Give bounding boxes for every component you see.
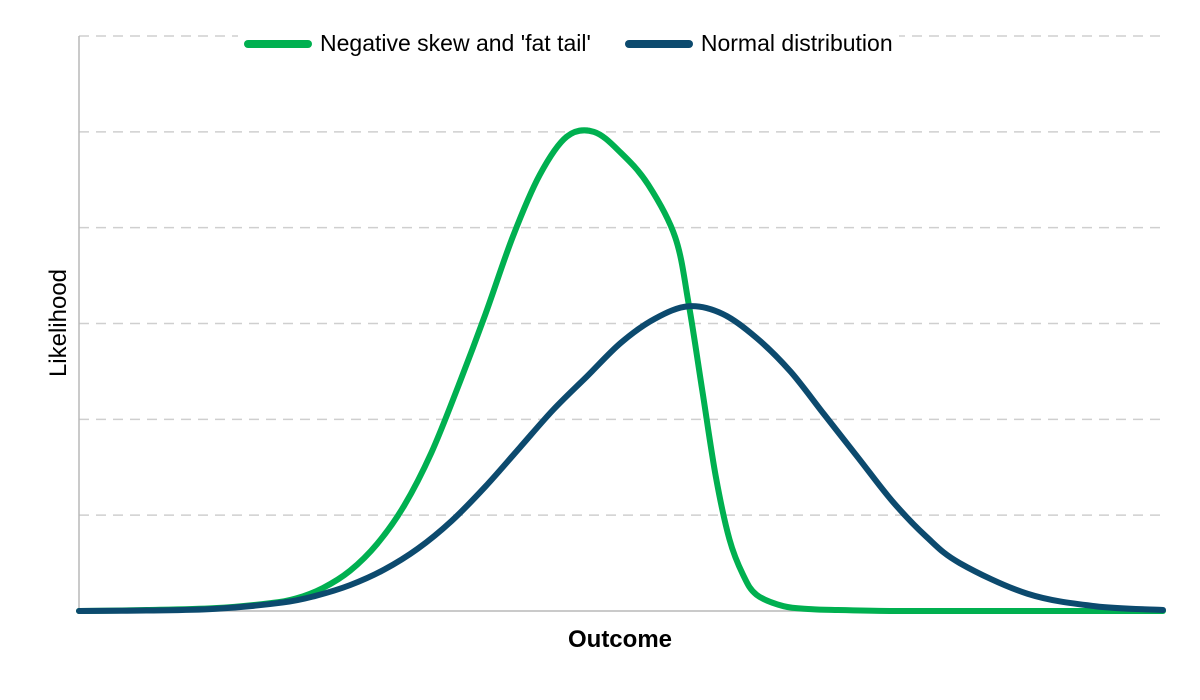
legend: Negative skew and 'fat tail' Normal dist…	[238, 28, 899, 59]
series-line-negative-skew	[76, 127, 1166, 615]
x-axis-label: Outcome	[567, 626, 672, 653]
legend-label-skew: Negative skew and 'fat tail'	[320, 30, 591, 56]
gridlines	[79, 35, 1163, 516]
legend-item-skew: Negative skew and 'fat tail'	[244, 30, 591, 57]
legend-swatch-normal	[624, 39, 693, 48]
y-axis-label: Likelihood	[45, 268, 72, 378]
series-line-normal-distribution	[76, 303, 1166, 614]
legend-swatch-skew	[244, 39, 312, 48]
series-lines	[76, 127, 1166, 615]
legend-item-normal: Normal distribution	[624, 30, 893, 57]
legend-label-normal: Normal distribution	[700, 30, 893, 56]
